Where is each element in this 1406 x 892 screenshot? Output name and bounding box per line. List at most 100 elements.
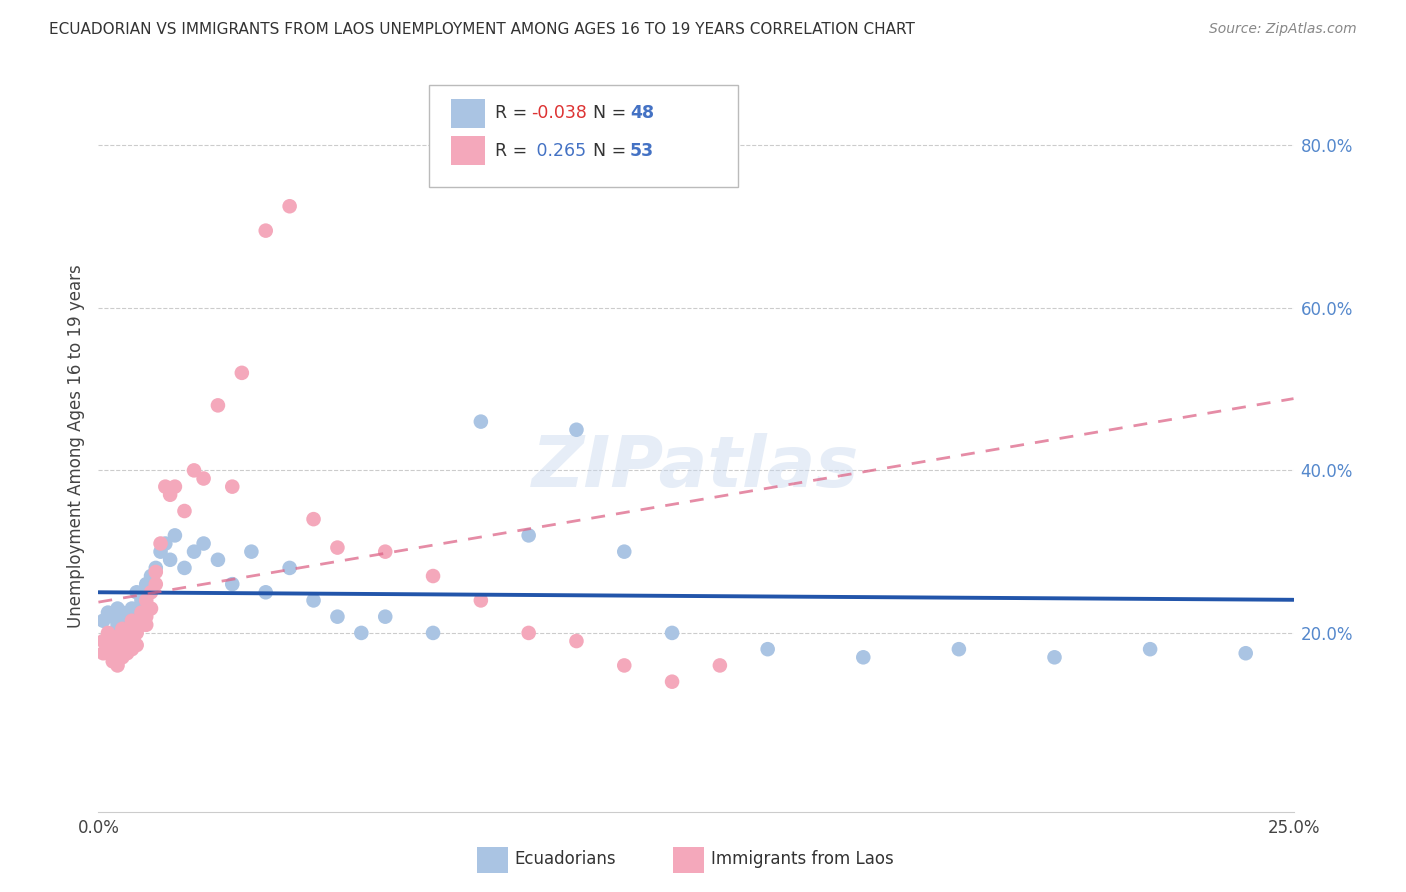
Point: [326, 609, 349, 624]
Point: [155, 480, 177, 494]
Point: [254, 585, 277, 599]
Point: [145, 577, 167, 591]
Point: [852, 650, 875, 665]
Point: [326, 541, 349, 555]
Point: [121, 614, 143, 628]
Point: [149, 536, 172, 550]
Point: [149, 544, 172, 558]
Text: Immigrants from Laos: Immigrants from Laos: [711, 850, 894, 868]
Point: [139, 585, 162, 599]
Point: [221, 480, 243, 494]
Point: [97, 626, 120, 640]
Point: [101, 626, 124, 640]
Point: [756, 642, 779, 657]
Point: [115, 609, 138, 624]
Point: [207, 553, 229, 567]
Point: [91, 614, 114, 628]
Point: [163, 528, 186, 542]
Point: [470, 593, 492, 607]
Point: [173, 504, 195, 518]
Point: [101, 630, 124, 644]
Point: [183, 463, 205, 477]
Point: [240, 544, 263, 558]
Point: [121, 642, 143, 657]
Point: [115, 626, 138, 640]
Point: [125, 585, 148, 599]
Text: -0.038: -0.038: [531, 104, 588, 122]
Point: [115, 626, 138, 640]
Point: [470, 415, 492, 429]
Point: [139, 601, 162, 615]
Point: [207, 398, 229, 412]
Point: [374, 609, 396, 624]
Text: Source: ZipAtlas.com: Source: ZipAtlas.com: [1209, 22, 1357, 37]
Point: [1139, 642, 1161, 657]
Point: [115, 646, 138, 660]
Point: [107, 658, 129, 673]
Point: [107, 646, 129, 660]
Point: [125, 638, 148, 652]
Point: [125, 609, 148, 624]
Point: [111, 606, 134, 620]
Point: [135, 593, 157, 607]
Point: [111, 614, 134, 628]
Point: [131, 593, 153, 607]
Text: R =: R =: [495, 104, 533, 122]
Point: [101, 642, 124, 657]
Point: [517, 626, 540, 640]
Point: [135, 606, 157, 620]
Point: [302, 593, 325, 607]
Point: [254, 224, 277, 238]
Point: [101, 654, 124, 668]
Point: [135, 617, 157, 632]
Point: [565, 423, 588, 437]
Point: [302, 512, 325, 526]
Point: [135, 577, 157, 591]
Point: [107, 617, 129, 632]
Point: [948, 642, 970, 657]
Point: [107, 630, 129, 644]
Point: [1043, 650, 1066, 665]
Point: [613, 658, 636, 673]
Point: [231, 366, 253, 380]
Point: [107, 601, 129, 615]
Point: [183, 544, 205, 558]
Point: [278, 199, 301, 213]
Text: R =: R =: [495, 142, 533, 160]
Text: N =: N =: [593, 104, 633, 122]
Point: [159, 553, 181, 567]
Point: [159, 488, 181, 502]
Point: [173, 561, 195, 575]
Text: ZIPatlas: ZIPatlas: [533, 434, 859, 502]
Point: [517, 528, 540, 542]
Point: [121, 601, 143, 615]
Point: [193, 536, 215, 550]
Point: [163, 480, 186, 494]
Point: [145, 561, 167, 575]
Text: 53: 53: [630, 142, 654, 160]
Point: [661, 674, 683, 689]
Point: [115, 630, 138, 644]
Point: [661, 626, 683, 640]
Point: [111, 622, 134, 636]
Point: [111, 638, 134, 652]
Point: [278, 561, 301, 575]
Point: [121, 614, 143, 628]
Text: 48: 48: [630, 104, 654, 122]
Point: [709, 658, 731, 673]
Point: [565, 634, 588, 648]
Point: [1234, 646, 1257, 660]
Text: ECUADORIAN VS IMMIGRANTS FROM LAOS UNEMPLOYMENT AMONG AGES 16 TO 19 YEARS CORREL: ECUADORIAN VS IMMIGRANTS FROM LAOS UNEMP…: [49, 22, 915, 37]
Point: [422, 569, 444, 583]
Point: [350, 626, 373, 640]
Point: [131, 617, 153, 632]
Point: [131, 617, 153, 632]
Point: [91, 646, 114, 660]
Point: [131, 606, 153, 620]
Text: 0.265: 0.265: [531, 142, 586, 160]
Text: N =: N =: [593, 142, 633, 160]
Point: [155, 536, 177, 550]
Point: [97, 638, 120, 652]
Point: [374, 544, 396, 558]
Point: [91, 634, 114, 648]
